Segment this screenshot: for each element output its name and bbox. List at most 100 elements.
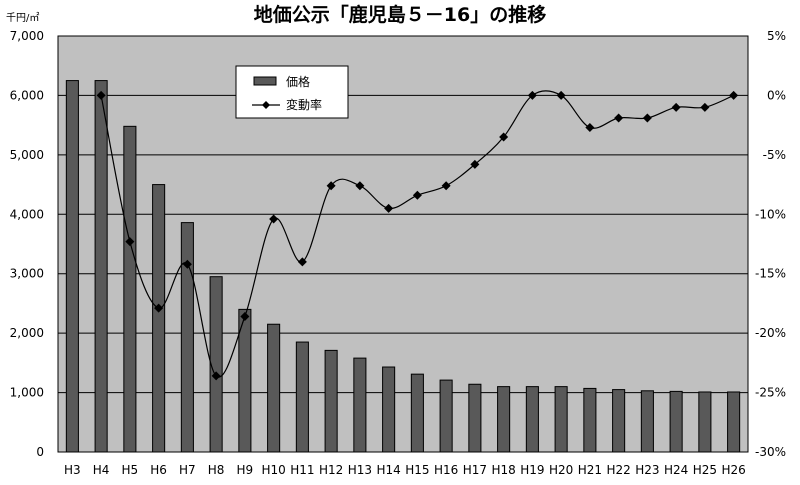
bar xyxy=(382,366,396,453)
line-marker xyxy=(326,181,336,191)
y2-tick-label: -25% xyxy=(755,386,786,400)
x-tick-label: H26 xyxy=(721,463,745,477)
line-marker xyxy=(384,203,394,213)
y-tick-label: 3,000 xyxy=(10,267,44,281)
legend-label-line: 変動率 xyxy=(286,97,322,112)
x-tick-label: H12 xyxy=(319,463,343,477)
x-tick-label: H11 xyxy=(290,463,314,477)
x-tick-label: H13 xyxy=(348,463,372,477)
line-marker xyxy=(614,113,624,123)
bar xyxy=(554,386,568,453)
line-marker xyxy=(96,90,106,100)
bar-series xyxy=(65,80,741,453)
y-tick-label: 7,000 xyxy=(10,29,44,43)
bar xyxy=(65,80,79,453)
bar xyxy=(324,349,338,453)
y-axis-left: 0 1,000 2,000 3,000 4,000 5,000 6,000 7,000 xyxy=(10,29,44,459)
legend-marker xyxy=(262,101,270,109)
line-marker xyxy=(671,102,681,112)
y-tick-label: 2,000 xyxy=(10,326,44,340)
gridlines xyxy=(58,94,748,394)
x-tick-label: H5 xyxy=(122,463,139,477)
y2-tick-label: -15% xyxy=(755,267,786,281)
line-marker xyxy=(441,181,451,191)
x-tick-label: H24 xyxy=(664,463,688,477)
x-tick-label: H21 xyxy=(578,463,602,477)
y-tick-label: 0 xyxy=(36,445,44,459)
legend-box xyxy=(235,65,349,119)
x-tick-label: H4 xyxy=(93,463,110,477)
x-tick-label: H8 xyxy=(208,463,225,477)
x-tick-label: H9 xyxy=(237,463,254,477)
bar xyxy=(123,125,137,453)
line-marker xyxy=(585,123,595,133)
y-tick-label: 6,000 xyxy=(10,88,44,102)
y-axis-unit: 千円/㎡ xyxy=(6,12,39,24)
bar xyxy=(180,222,194,453)
x-tick-label: H23 xyxy=(635,463,659,477)
line-marker xyxy=(556,90,566,100)
line-marker xyxy=(470,159,480,169)
line-series xyxy=(96,90,739,381)
x-tick-label: H15 xyxy=(405,463,429,477)
bar xyxy=(727,391,741,453)
line-marker xyxy=(527,90,537,100)
bar xyxy=(152,184,166,453)
x-tick-label: H10 xyxy=(261,463,285,477)
bar xyxy=(497,386,511,453)
y-tick-label: 1,000 xyxy=(10,386,44,400)
bar xyxy=(238,308,252,453)
bar xyxy=(353,357,367,453)
bar xyxy=(209,276,223,453)
x-axis: H3 H4 H5 H6 H7 H8 H9 H10 H11 H12 H13 H14 H15 H16 H17 H1… xyxy=(64,463,746,477)
line-marker xyxy=(125,237,135,247)
line-marker xyxy=(499,132,509,142)
x-tick-label: H18 xyxy=(491,463,515,477)
x-tick-label: H7 xyxy=(179,463,196,477)
bar xyxy=(468,383,482,453)
bar xyxy=(525,386,539,453)
x-tick-label: H19 xyxy=(520,463,544,477)
line-marker xyxy=(642,113,652,123)
y2-tick-label: 0% xyxy=(767,88,786,102)
line-marker xyxy=(700,102,710,112)
line-marker xyxy=(355,181,365,191)
y-tick-label: 5,000 xyxy=(10,148,44,162)
x-tick-label: H16 xyxy=(434,463,458,477)
y-axis-right: -30% -25% -20% -15% -10% -5% 0% 5% xyxy=(755,29,786,459)
bar xyxy=(583,387,597,453)
y2-tick-label: -10% xyxy=(755,207,786,221)
x-tick-label: H17 xyxy=(463,463,487,477)
y2-tick-label: 5% xyxy=(767,29,786,43)
line-marker xyxy=(154,303,164,313)
line-marker xyxy=(182,259,192,269)
plot-area xyxy=(57,35,749,453)
line-marker xyxy=(211,371,221,381)
y2-tick-label: -30% xyxy=(755,445,786,459)
line-marker xyxy=(240,312,250,322)
x-tick-label: H20 xyxy=(549,463,573,477)
x-tick-label: H14 xyxy=(376,463,400,477)
bar xyxy=(295,341,309,453)
line-marker xyxy=(412,190,422,200)
bar xyxy=(410,373,424,453)
bar xyxy=(669,390,683,453)
legend-label-bar: 価格 xyxy=(286,74,310,89)
bar xyxy=(439,379,453,453)
x-tick-label: H22 xyxy=(606,463,630,477)
x-tick-label: H3 xyxy=(64,463,81,477)
bar xyxy=(640,390,654,453)
bar xyxy=(612,389,626,453)
y2-tick-label: -20% xyxy=(755,326,786,340)
bar xyxy=(267,323,281,453)
x-tick-label: H25 xyxy=(693,463,717,477)
legend-bar-swatch xyxy=(253,76,277,86)
chart-title: 地価公示「鹿児島５－16」の推移 xyxy=(254,3,546,26)
line-marker xyxy=(269,214,279,224)
bar xyxy=(698,391,712,453)
x-tick-label: H6 xyxy=(150,463,167,477)
line-marker xyxy=(297,257,307,267)
y-tick-label: 4,000 xyxy=(10,207,44,221)
